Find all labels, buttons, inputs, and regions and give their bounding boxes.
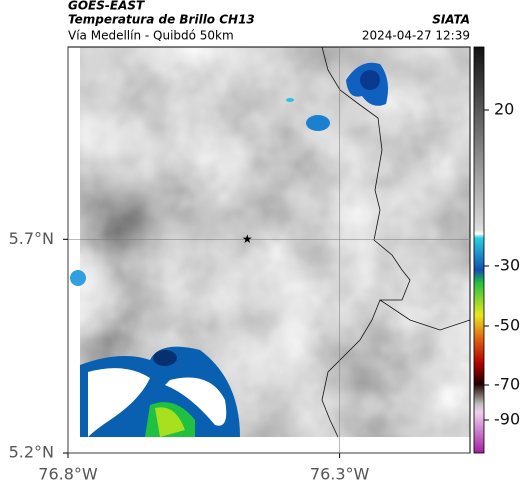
cold-cloud-core	[88, 368, 150, 437]
x-tick-label: 76.3°W	[310, 465, 370, 484]
cold-cloud-core	[165, 377, 227, 426]
x-tick-label: 76.8°W	[38, 465, 98, 484]
cold-cloud	[286, 98, 294, 102]
border	[379, 299, 470, 331]
cold-cloud	[306, 115, 330, 131]
location-marker: ★	[242, 232, 253, 246]
colorbar-label: 20	[494, 100, 514, 119]
colorbar-label: -90	[494, 410, 520, 429]
colorbar-label: -70	[494, 375, 520, 394]
y-tick-label: 5.2°N	[9, 443, 54, 462]
no-data	[68, 47, 80, 453]
satellite-image	[68, 47, 470, 453]
colder-cloud	[155, 407, 185, 437]
no-data	[68, 437, 470, 453]
y-tick-label: 5.7°N	[9, 229, 54, 248]
region: Vía Medellín - Quibdó 50km	[68, 29, 234, 43]
border	[321, 47, 411, 438]
source: SIATA	[432, 13, 470, 27]
timestamp: 2024-04-27 12:39	[362, 29, 470, 43]
colorbar-label: -50	[494, 316, 520, 335]
cold-cloud	[360, 70, 380, 90]
cold-cloud	[153, 350, 177, 366]
colorbar-label: -30	[494, 256, 520, 275]
product: Temperatura de Brillo CH13	[68, 13, 255, 27]
colorbar	[473, 46, 485, 454]
cold-cloud	[70, 270, 86, 286]
satellite: GOES-EAST	[68, 0, 145, 13]
